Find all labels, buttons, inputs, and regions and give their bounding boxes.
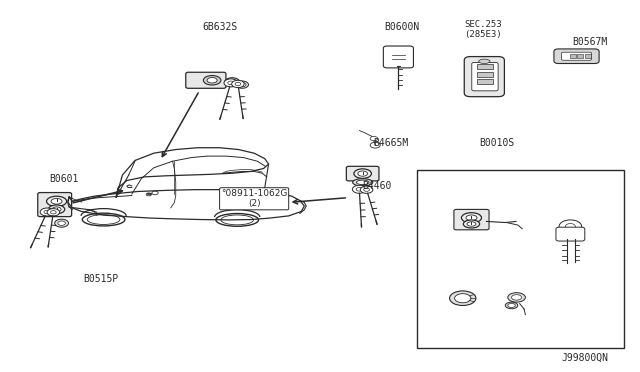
Ellipse shape — [466, 215, 477, 221]
Ellipse shape — [47, 196, 67, 206]
Text: SEC.253
(285E3): SEC.253 (285E3) — [464, 20, 502, 39]
Circle shape — [236, 81, 248, 88]
Text: B0010S: B0010S — [479, 138, 515, 148]
Text: B0600N: B0600N — [384, 22, 419, 32]
Text: B0515P: B0515P — [83, 274, 118, 284]
Text: B0601: B0601 — [49, 174, 79, 184]
Circle shape — [51, 211, 56, 214]
Circle shape — [239, 83, 246, 87]
Text: °08911-1062G
(2): °08911-1062G (2) — [221, 189, 287, 208]
Ellipse shape — [467, 222, 476, 226]
FancyBboxPatch shape — [464, 57, 504, 97]
Circle shape — [565, 224, 575, 230]
FancyBboxPatch shape — [556, 227, 585, 241]
Circle shape — [44, 210, 50, 214]
Text: 6B632S: 6B632S — [202, 22, 237, 32]
Bar — [417, 170, 624, 348]
Ellipse shape — [354, 169, 371, 178]
FancyBboxPatch shape — [554, 49, 599, 64]
Bar — [570, 54, 576, 58]
Circle shape — [356, 187, 362, 191]
FancyBboxPatch shape — [186, 72, 226, 88]
Ellipse shape — [207, 77, 217, 83]
Circle shape — [353, 185, 366, 193]
FancyBboxPatch shape — [38, 193, 72, 217]
Circle shape — [225, 78, 240, 86]
Circle shape — [559, 220, 582, 233]
Text: B4460: B4460 — [363, 181, 392, 191]
Ellipse shape — [353, 179, 372, 186]
Circle shape — [47, 209, 60, 216]
Ellipse shape — [358, 187, 367, 191]
Circle shape — [370, 142, 380, 148]
Text: J99800QN: J99800QN — [561, 352, 609, 362]
FancyBboxPatch shape — [346, 166, 379, 181]
Ellipse shape — [355, 186, 371, 192]
Circle shape — [364, 188, 369, 191]
Bar — [477, 71, 493, 77]
Bar — [477, 79, 493, 84]
Bar — [577, 54, 584, 58]
FancyBboxPatch shape — [454, 209, 489, 230]
Ellipse shape — [358, 171, 367, 176]
Ellipse shape — [461, 213, 481, 223]
Ellipse shape — [505, 302, 518, 309]
Ellipse shape — [463, 220, 479, 228]
Circle shape — [228, 81, 234, 85]
Ellipse shape — [479, 59, 490, 64]
Circle shape — [370, 137, 378, 141]
Circle shape — [40, 208, 54, 216]
Ellipse shape — [51, 199, 62, 204]
Bar — [477, 64, 493, 69]
Circle shape — [58, 221, 65, 225]
Ellipse shape — [356, 180, 369, 185]
Circle shape — [360, 186, 373, 193]
Circle shape — [54, 219, 68, 227]
Circle shape — [147, 193, 151, 196]
Circle shape — [232, 80, 244, 87]
Circle shape — [152, 191, 158, 195]
Ellipse shape — [204, 76, 221, 85]
Ellipse shape — [49, 205, 65, 214]
Circle shape — [224, 79, 238, 87]
FancyBboxPatch shape — [472, 62, 498, 91]
Ellipse shape — [454, 294, 471, 303]
Ellipse shape — [508, 304, 515, 307]
Circle shape — [235, 82, 241, 86]
Bar — [585, 54, 591, 58]
Ellipse shape — [449, 291, 476, 305]
FancyBboxPatch shape — [383, 46, 413, 68]
Text: B0567M: B0567M — [572, 37, 607, 47]
Circle shape — [228, 193, 233, 196]
FancyBboxPatch shape — [561, 52, 591, 60]
Text: B4665M: B4665M — [373, 138, 408, 148]
Ellipse shape — [511, 295, 522, 300]
Ellipse shape — [52, 207, 61, 212]
Circle shape — [228, 80, 237, 85]
Ellipse shape — [508, 293, 525, 302]
